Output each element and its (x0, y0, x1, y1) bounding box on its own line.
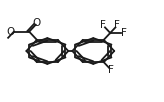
Text: F: F (121, 28, 127, 38)
Text: F: F (114, 21, 120, 30)
Text: O: O (7, 27, 15, 37)
Text: F: F (108, 65, 114, 75)
Text: F: F (100, 21, 106, 30)
Text: O: O (32, 18, 41, 28)
